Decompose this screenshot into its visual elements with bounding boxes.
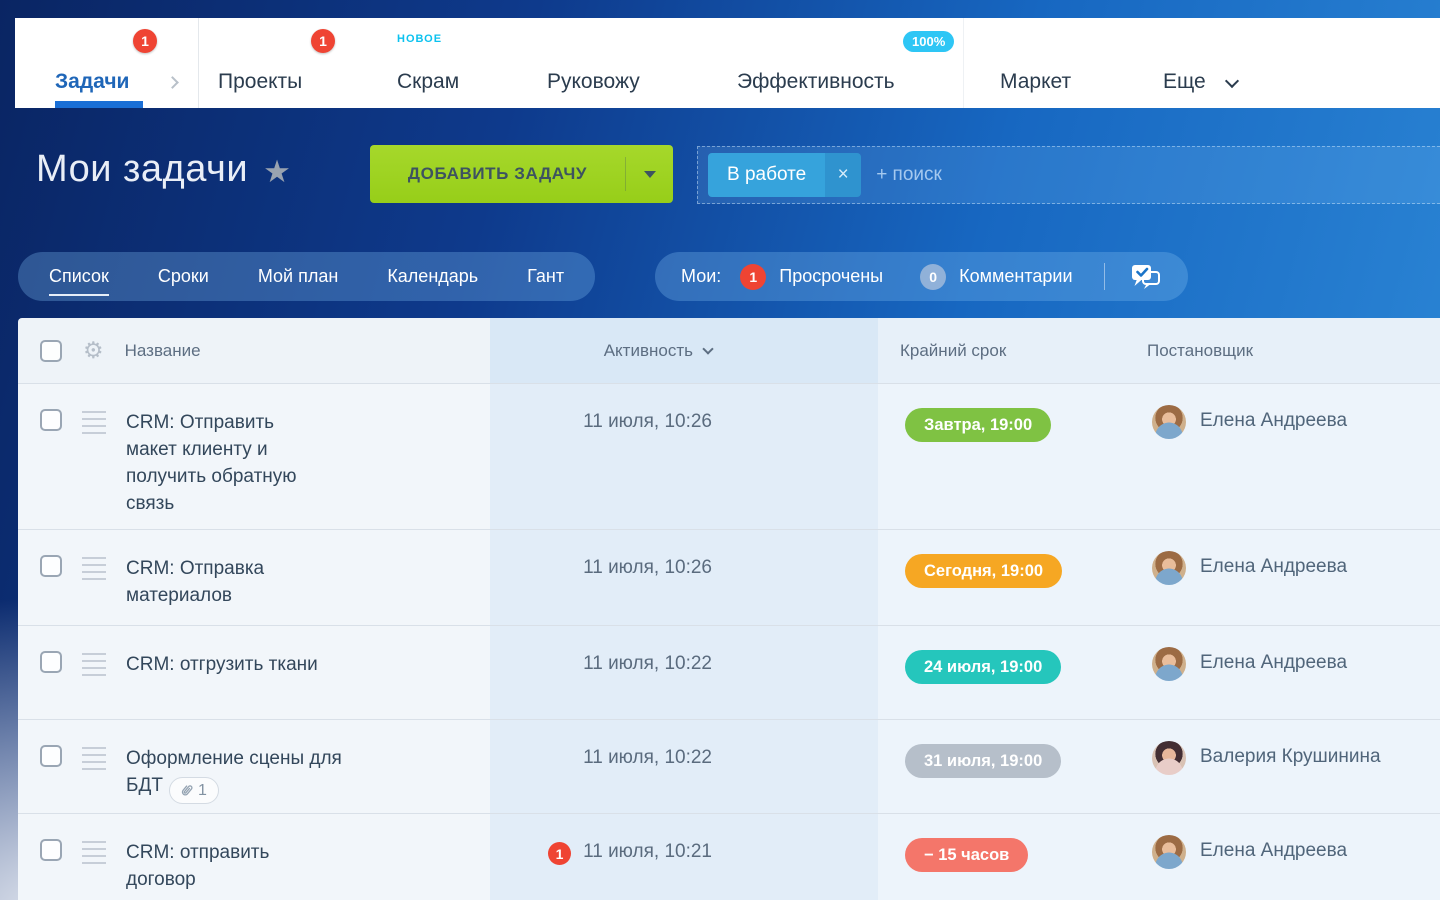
my-counters-label: Мои:: [681, 266, 722, 286]
nav-tab-market[interactable]: Маркет: [1000, 70, 1072, 93]
assignee-name-link[interactable]: Елена Андреева: [1200, 410, 1348, 431]
drag-handle-icon[interactable]: [82, 557, 106, 580]
tab-my-plan[interactable]: Мой план: [257, 266, 339, 286]
deadline-badge[interactable]: 31 июля, 19:00: [905, 744, 1062, 778]
view-tabs: Список Сроки Мой план Календарь Гант: [18, 252, 596, 301]
select-all-checkbox[interactable]: [40, 339, 62, 362]
table-row: Оформление сцены для БДТ 1 11 июля, 10:22…: [18, 719, 1440, 822]
avatar: [1152, 835, 1186, 869]
nav-tab-projects[interactable]: Проекты: [218, 70, 303, 93]
drag-handle-icon[interactable]: [82, 841, 106, 864]
avatar: [1152, 405, 1186, 439]
attachment-count: 1: [197, 781, 207, 799]
task-title-link[interactable]: CRM: отправить договор: [126, 842, 270, 890]
active-tab-underline: [55, 101, 143, 108]
assignee-name-link[interactable]: Елена Андреева: [1200, 840, 1348, 861]
row-checkbox[interactable]: [40, 555, 62, 577]
column-activity: Активность: [603, 340, 693, 360]
attachment-chip[interactable]: 1: [168, 776, 219, 804]
tab-gantt[interactable]: Гант: [527, 266, 565, 286]
new-comments-badge: 1: [548, 842, 572, 865]
table-header-row: ⚙ Название Активность Крайний срок Поста…: [18, 318, 1440, 383]
add-task-label: ДОБАВИТЬ ЗАДАЧУ: [407, 164, 588, 183]
search-input[interactable]: В работе × + поиск: [697, 146, 1440, 204]
activity-timestamp: 11 июля, 10:26: [583, 557, 712, 578]
chevron-right-icon[interactable]: [166, 76, 179, 89]
table-row: CRM: Отправка материалов 11 июля, 10:26 …: [18, 529, 1440, 627]
avatar: [1152, 551, 1186, 585]
filter-chip-label: В работе: [708, 153, 826, 197]
column-activity-sort[interactable]: Активность: [490, 318, 878, 383]
row-checkbox[interactable]: [40, 745, 62, 767]
tab-deadlines[interactable]: Сроки: [157, 266, 209, 286]
activity-timestamp: 11 июля, 10:22: [583, 747, 712, 768]
new-tag: НОВОЕ: [397, 33, 443, 45]
nav-tab-efficiency[interactable]: Эффективность: [737, 70, 895, 93]
task-title-link[interactable]: CRM: Отправить макет клиенту и получить …: [126, 412, 297, 514]
nav-tab-more[interactable]: Еще: [1163, 70, 1206, 93]
deadline-badge[interactable]: Завтра, 19:00: [905, 408, 1052, 442]
avatar: [1152, 647, 1186, 681]
activity-timestamp: 11 июля, 10:22: [583, 653, 712, 674]
button-divider: [625, 157, 626, 191]
assignee-name-link[interactable]: Елена Андреева: [1200, 556, 1348, 577]
page-title: Мои задачи ★: [36, 148, 291, 191]
search-placeholder: + поиск: [876, 164, 942, 185]
nav-divider: [198, 18, 199, 108]
row-checkbox[interactable]: [40, 409, 62, 431]
table-row: CRM: Отправить макет клиенту и получить …: [18, 383, 1440, 535]
caret-down-icon: [643, 170, 656, 178]
deadline-badge[interactable]: Сегодня, 19:00: [905, 554, 1063, 588]
comments-filter[interactable]: Комментарии: [959, 266, 1073, 286]
add-task-button[interactable]: ДОБАВИТЬ ЗАДАЧУ: [370, 145, 673, 203]
filter-chip-in-progress[interactable]: В работе ×: [708, 153, 862, 197]
efficiency-badge: 100%: [903, 31, 955, 52]
comments-count-badge: 0: [920, 263, 947, 290]
nav-divider: [963, 18, 964, 108]
nav-tab-tasks[interactable]: Задачи: [55, 70, 130, 93]
gear-icon[interactable]: ⚙: [83, 337, 104, 363]
row-checkbox[interactable]: [40, 839, 62, 861]
sort-chevron-icon: [702, 342, 714, 355]
task-title-link[interactable]: CRM: Отправка материалов: [126, 558, 265, 606]
overdue-count-badge: 1: [740, 263, 767, 290]
assignee-name-link[interactable]: Елена Андреева: [1200, 652, 1348, 673]
drag-handle-icon[interactable]: [82, 747, 106, 770]
tab-calendar[interactable]: Календарь: [387, 266, 479, 286]
column-name: Название: [124, 340, 201, 360]
activity-timestamp: 11 июля, 10:21: [583, 841, 712, 862]
page-title-text: Мои задачи: [36, 148, 249, 190]
task-title-link[interactable]: CRM: отгрузить ткани: [126, 654, 318, 675]
add-task-dropdown[interactable]: [626, 145, 673, 203]
counters-divider: [1103, 263, 1105, 290]
drag-handle-icon[interactable]: [82, 653, 106, 676]
chevron-down-icon[interactable]: [1224, 73, 1240, 89]
assignee-name-link[interactable]: Валерия Крушинина: [1200, 746, 1381, 767]
activity-timestamp: 11 июля, 10:26: [583, 411, 712, 432]
table-row: CRM: отправить договор 1 11 июля, 10:21 …: [18, 813, 1440, 900]
favorite-star-icon[interactable]: ★: [263, 153, 292, 189]
comments-chat-icon[interactable]: [1130, 263, 1162, 291]
drag-handle-icon[interactable]: [82, 411, 106, 434]
nav-tab-manage[interactable]: Руковожу: [547, 70, 640, 93]
column-deadline: Крайний срок: [900, 340, 1007, 360]
task-table: ⚙ Название Активность Крайний срок Поста…: [18, 318, 1440, 900]
column-assignee: Постановщик: [1147, 340, 1254, 360]
avatar: [1152, 741, 1186, 775]
nav-tab-scrum[interactable]: Скрам: [397, 70, 460, 93]
deadline-badge[interactable]: − 15 часов: [905, 838, 1029, 872]
table-row: CRM: отгрузить ткани 11 июля, 10:22 24 и…: [18, 625, 1440, 719]
top-nav: Задачи 1 Проекты 1 НОВОЕ Скрам Руковожу …: [15, 18, 1440, 108]
tasks-count-badge: 1: [133, 29, 157, 53]
chip-close-icon[interactable]: ×: [825, 153, 862, 197]
counters-bar: Мои: 1 Просрочены 0 Комментарии: [655, 252, 1188, 301]
row-checkbox[interactable]: [40, 651, 62, 673]
tab-list[interactable]: Список: [49, 266, 109, 296]
projects-count-badge: 1: [311, 29, 335, 53]
deadline-badge[interactable]: 24 июля, 19:00: [905, 650, 1062, 684]
task-title-link[interactable]: Оформление сцены для БДТ: [126, 748, 342, 796]
overdue-filter[interactable]: Просрочены: [779, 266, 884, 286]
